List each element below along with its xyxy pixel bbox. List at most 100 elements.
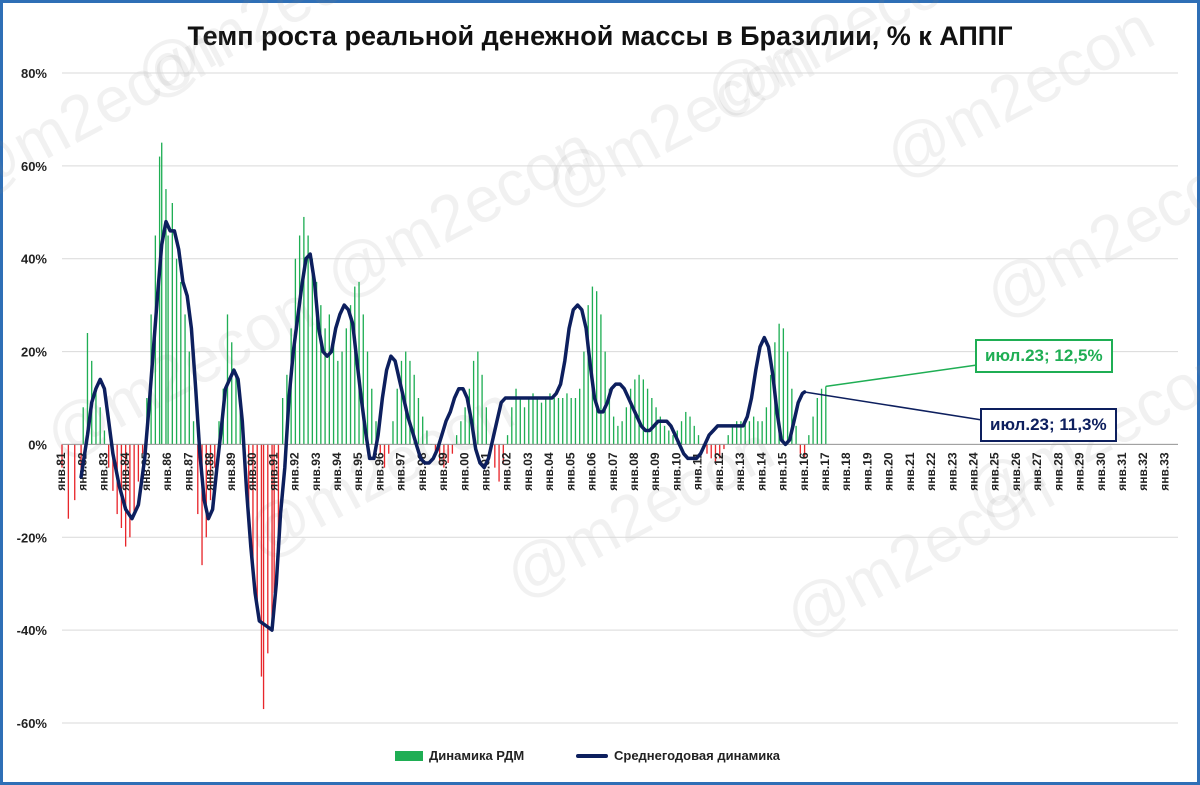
bar bbox=[736, 421, 738, 445]
bar bbox=[175, 258, 178, 445]
bar bbox=[388, 444, 390, 454]
x-tick-label: янв.12 bbox=[712, 452, 726, 491]
bar bbox=[795, 425, 797, 445]
bar bbox=[455, 435, 458, 445]
x-tick-label: янв.20 bbox=[882, 452, 896, 491]
bar bbox=[324, 328, 326, 445]
bar bbox=[727, 435, 729, 445]
x-tick-label: янв.04 bbox=[542, 452, 556, 491]
x-tick-label: янв.21 bbox=[903, 452, 917, 491]
bar bbox=[311, 258, 314, 445]
bar bbox=[825, 386, 827, 445]
x-tick-label: янв.95 bbox=[351, 452, 365, 491]
bar bbox=[417, 398, 420, 445]
bar bbox=[426, 430, 428, 445]
bar bbox=[481, 374, 483, 445]
bar bbox=[778, 323, 780, 445]
legend-label-line: Среднегодовая динамика bbox=[614, 748, 781, 763]
bar bbox=[502, 444, 504, 463]
bar bbox=[697, 435, 700, 445]
bar bbox=[252, 444, 254, 575]
bar bbox=[379, 444, 381, 454]
bar bbox=[595, 291, 598, 445]
bar bbox=[587, 305, 589, 445]
chart-title: Темп роста реальной денежной массы в Бра… bbox=[187, 21, 1013, 51]
bar bbox=[477, 351, 479, 445]
watermark: @m2econ bbox=[973, 131, 1200, 332]
bar bbox=[371, 388, 373, 445]
bar bbox=[438, 444, 441, 463]
bar bbox=[303, 216, 305, 445]
bar bbox=[816, 398, 818, 445]
x-tick-label: янв.93 bbox=[309, 452, 323, 491]
bar bbox=[67, 444, 70, 519]
bar bbox=[184, 314, 186, 445]
bar bbox=[464, 407, 466, 445]
bar bbox=[485, 407, 487, 445]
bar bbox=[133, 444, 135, 515]
bar bbox=[434, 444, 437, 454]
bar bbox=[256, 444, 258, 607]
bar bbox=[460, 421, 462, 445]
x-tick-label: янв.86 bbox=[160, 452, 174, 491]
legend-item-bars: Динамика РДМ bbox=[395, 748, 524, 763]
bar bbox=[137, 444, 140, 482]
bar bbox=[74, 444, 76, 501]
bar bbox=[315, 281, 318, 445]
x-tick-label: янв.90 bbox=[245, 452, 259, 491]
bar bbox=[180, 281, 182, 445]
bar bbox=[706, 444, 708, 454]
bar bbox=[267, 444, 269, 654]
bar bbox=[262, 444, 265, 710]
x-tick-label: янв.03 bbox=[521, 452, 535, 491]
bar bbox=[354, 286, 356, 445]
bar bbox=[409, 360, 411, 445]
legend-label-bars: Динамика РДМ bbox=[429, 748, 525, 763]
x-tick-label: янв.91 bbox=[266, 452, 280, 491]
x-tick-label: янв.84 bbox=[118, 452, 132, 491]
x-tick-label: янв.87 bbox=[181, 452, 195, 491]
y-tick-label: 40% bbox=[21, 252, 47, 267]
bar bbox=[579, 388, 581, 445]
bar bbox=[498, 444, 500, 482]
bar bbox=[523, 407, 526, 445]
x-tick-label: янв.96 bbox=[372, 452, 386, 491]
x-tick-label: янв.31 bbox=[1115, 452, 1129, 491]
bar bbox=[612, 416, 615, 445]
y-tick-label: 20% bbox=[21, 345, 47, 360]
bar bbox=[625, 407, 628, 445]
series-line-average bbox=[79, 219, 807, 632]
bar bbox=[260, 444, 263, 677]
bar bbox=[167, 235, 169, 445]
bar bbox=[112, 444, 114, 491]
bar bbox=[413, 374, 415, 445]
bar bbox=[383, 444, 386, 468]
bar bbox=[161, 142, 163, 445]
x-tick-label: янв.19 bbox=[860, 452, 874, 491]
bar bbox=[349, 305, 352, 445]
bar bbox=[165, 189, 167, 445]
x-tick-label: янв.05 bbox=[563, 452, 577, 491]
bar bbox=[714, 444, 717, 463]
x-tick-label: янв.25 bbox=[988, 452, 1002, 491]
x-tick-label: янв.14 bbox=[754, 452, 768, 491]
bar bbox=[192, 421, 195, 445]
bar bbox=[158, 156, 161, 445]
bar bbox=[392, 421, 394, 445]
bar bbox=[248, 444, 250, 528]
bar bbox=[820, 388, 823, 445]
bar bbox=[108, 444, 110, 468]
legend-swatch-bars bbox=[395, 750, 423, 761]
bar bbox=[786, 351, 789, 445]
bar bbox=[799, 444, 802, 454]
bar bbox=[621, 421, 623, 445]
annotation-leader-bar bbox=[825, 364, 978, 388]
bar bbox=[753, 416, 755, 445]
bar bbox=[642, 379, 645, 445]
bar bbox=[235, 374, 237, 445]
bar bbox=[294, 258, 297, 445]
bar bbox=[663, 425, 666, 445]
bar bbox=[99, 407, 101, 445]
